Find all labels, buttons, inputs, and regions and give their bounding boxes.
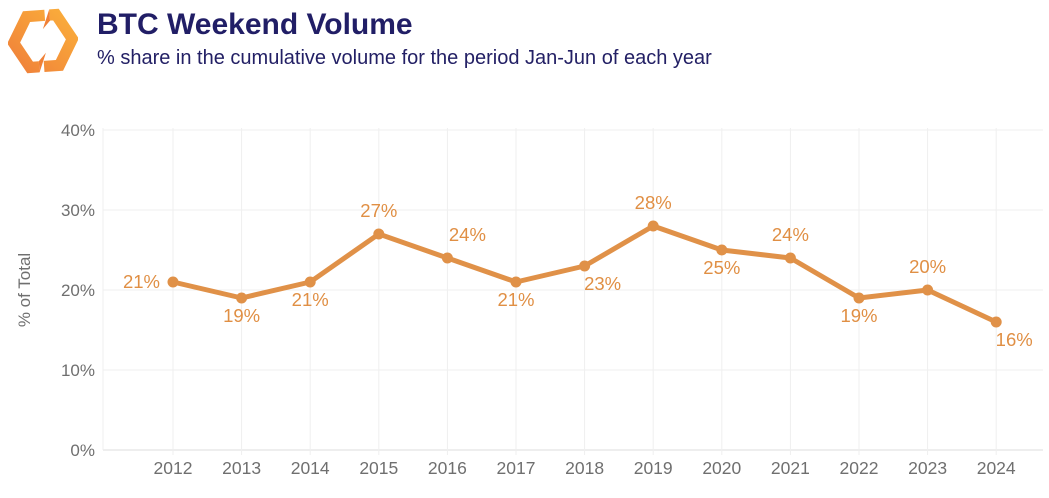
data-point-label: 21% xyxy=(123,271,160,292)
page-subtitle: % share in the cumulative volume for the… xyxy=(97,47,712,69)
data-point-label: 25% xyxy=(703,257,740,278)
y-tick-label: 10% xyxy=(61,361,95,380)
data-point xyxy=(853,292,865,304)
data-point-label: 21% xyxy=(497,289,534,310)
data-point xyxy=(716,244,728,256)
x-tick-label: 2019 xyxy=(634,458,673,478)
y-tick-label: 0% xyxy=(70,441,95,460)
x-tick-label: 2016 xyxy=(428,458,467,478)
kaiko-logo xyxy=(8,8,78,74)
data-point-label: 23% xyxy=(584,273,621,294)
data-point-label: 20% xyxy=(909,256,946,277)
y-axis-title: % of Total xyxy=(15,253,34,327)
y-tick-label: 40% xyxy=(61,121,95,140)
data-point xyxy=(990,316,1002,328)
x-tick-label: 2012 xyxy=(154,458,193,478)
data-point xyxy=(373,228,385,240)
page-title: BTC Weekend Volume xyxy=(97,8,413,41)
data-point xyxy=(784,252,796,264)
x-tick-label: 2020 xyxy=(702,458,741,478)
x-tick-label: 2013 xyxy=(222,458,261,478)
data-point-label: 27% xyxy=(360,200,397,221)
data-point-label: 16% xyxy=(996,329,1033,350)
data-point xyxy=(167,276,179,288)
data-point-label: 21% xyxy=(292,289,329,310)
header: BTC Weekend Volume % share in the cumula… xyxy=(97,8,712,70)
x-tick-label: 2018 xyxy=(565,458,604,478)
data-point-label: 19% xyxy=(223,305,260,326)
data-point-label: 24% xyxy=(772,224,809,245)
y-tick-label: 30% xyxy=(61,201,95,220)
data-point xyxy=(510,276,522,288)
x-tick-label: 2015 xyxy=(359,458,398,478)
logo-right-arc xyxy=(43,8,78,73)
data-point xyxy=(579,260,591,272)
data-point xyxy=(304,276,316,288)
data-point xyxy=(441,252,453,264)
logo-left-arc xyxy=(8,9,46,74)
data-point-label: 24% xyxy=(449,224,486,245)
y-tick-label: 20% xyxy=(61,281,95,300)
x-tick-label: 2014 xyxy=(291,458,330,478)
x-tick-label: 2021 xyxy=(771,458,810,478)
data-point-label: 19% xyxy=(840,305,877,326)
x-tick-label: 2024 xyxy=(977,458,1016,478)
x-tick-label: 2023 xyxy=(908,458,947,478)
logo-bottom-hook xyxy=(38,52,46,73)
x-tick-label: 2022 xyxy=(840,458,879,478)
data-point-label: 28% xyxy=(635,192,672,213)
data-point xyxy=(922,284,934,296)
x-tick-label: 2017 xyxy=(497,458,536,478)
data-point xyxy=(236,292,248,304)
logo-top-hook xyxy=(42,9,50,30)
kaiko-logo-hexagon xyxy=(8,8,78,74)
data-point xyxy=(647,220,659,232)
